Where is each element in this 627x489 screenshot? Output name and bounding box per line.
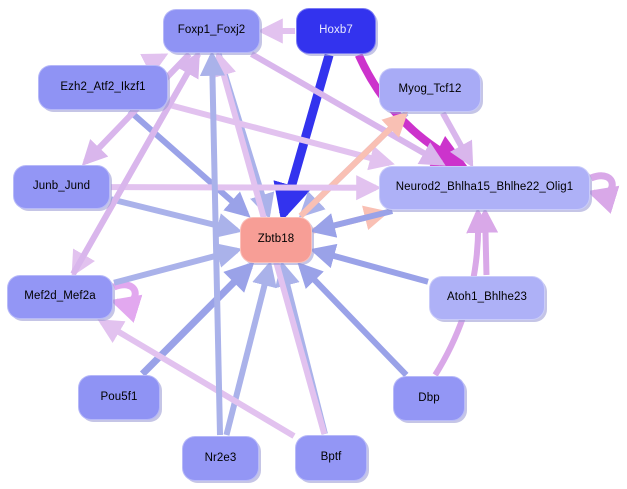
graph-node-label: Zbtb18 bbox=[257, 233, 295, 246]
graph-node-bptf[interactable]: Bptf bbox=[295, 435, 367, 481]
graph-node-label: Bptf bbox=[320, 451, 342, 464]
graph-edge-atoh1_bhlhe23-to-zbtb18 bbox=[309, 243, 429, 285]
graph-edge-mef2d_mef2a-to-foxp1_foxj2 bbox=[70, 51, 200, 276]
graph-edge-neurod2_bhlha15_bhlhe22_olig1-to-neurod2_bhlha15_bhlhe22_olig1 bbox=[586, 172, 620, 214]
graph-node-label: Ezh2_Atf2_Ikzf1 bbox=[60, 80, 146, 93]
graph-node-label: Mef2d_Mef2a bbox=[24, 290, 96, 303]
graph-node-foxp1_foxj2[interactable]: Foxp1_Foxj2 bbox=[163, 9, 260, 53]
graph-node-neurod2_bhlha15_bhlhe22_olig1[interactable]: Neurod2_Bhlha15_Bhlhe22_Olig1 bbox=[379, 166, 590, 210]
graph-node-ezh2_atf2_ikzf1[interactable]: Ezh2_Atf2_Ikzf1 bbox=[38, 65, 168, 110]
graph-node-nr2e3[interactable]: Nr2e3 bbox=[182, 436, 259, 481]
graph-node-mef2d_mef2a[interactable]: Mef2d_Mef2a bbox=[7, 275, 113, 319]
graph-edge-ezh2_atf2_ikzf1-to-zbtb18 bbox=[127, 108, 251, 218]
graph-edge-bptf-to-mef2d_mef2a bbox=[97, 319, 296, 439]
graph-edge-myog_tcf12-to-neurod2_bhlha15_bhlhe22_olig1 bbox=[440, 111, 474, 168]
graph-node-junb_jund[interactable]: Junb_Jund bbox=[13, 165, 110, 209]
graph-node-dbp[interactable]: Dbp bbox=[393, 376, 465, 421]
graph-node-label: Hoxb7 bbox=[319, 24, 353, 37]
graph-node-zbtb18[interactable]: Zbtb18 bbox=[240, 217, 312, 263]
graph-node-atoh1_bhlhe23[interactable]: Atoh1_Bhlhe23 bbox=[429, 276, 545, 320]
graph-node-label: Nr2e3 bbox=[204, 451, 237, 464]
graph-node-hoxb7[interactable]: Hoxb7 bbox=[296, 8, 376, 54]
graph-node-myog_tcf12[interactable]: Myog_Tcf12 bbox=[379, 68, 481, 112]
graph-edge-dbp-to-zbtb18 bbox=[297, 262, 409, 378]
graph-edge-neurod2_bhlha15_bhlhe22_olig1-to-zbtb18 bbox=[309, 208, 394, 238]
graph-edge-nr2e3-to-foxp1_foxj2 bbox=[199, 50, 226, 436]
graph-edge-atoh1_bhlhe23-to-neurod2_bhlha15_bhlhe22_olig1 bbox=[472, 207, 499, 276]
graph-edge-nr2e3-to-zbtb18 bbox=[223, 260, 277, 436]
graph-node-label: Myog_Tcf12 bbox=[398, 83, 462, 96]
graph-node-label: Atoh1_Bhlhe23 bbox=[447, 291, 527, 304]
graph-edge-junb_jund-to-neurod2_bhlha15_bhlhe22_olig1 bbox=[110, 175, 382, 201]
graph-node-pou5f1[interactable]: Pou5f1 bbox=[78, 375, 160, 420]
graph-edge-ezh2_atf2_ikzf1-to-neurod2_bhlha15_bhlhe22_olig1 bbox=[168, 101, 395, 171]
graph-node-label: Pou5f1 bbox=[100, 390, 138, 403]
graph-edge-ezh2_atf2_ikzf1-to-foxp1_foxj2 bbox=[140, 53, 169, 77]
graph-node-label: Foxp1_Foxj2 bbox=[177, 24, 246, 37]
graph-node-label: Junb_Jund bbox=[32, 180, 91, 193]
graph-node-label: Neurod2_Bhlha15_Bhlhe22_Olig1 bbox=[395, 181, 574, 194]
graph-edge-zbtb18-to-myog_tcf12 bbox=[298, 111, 409, 219]
graph-edge-foxp1_foxj2-to-neurod2_bhlha15_bhlhe22_olig1 bbox=[249, 51, 446, 166]
graph-edge-mef2d_mef2a-to-mef2d_mef2a bbox=[109, 281, 143, 323]
graph-node-label: Dbp bbox=[418, 391, 440, 404]
